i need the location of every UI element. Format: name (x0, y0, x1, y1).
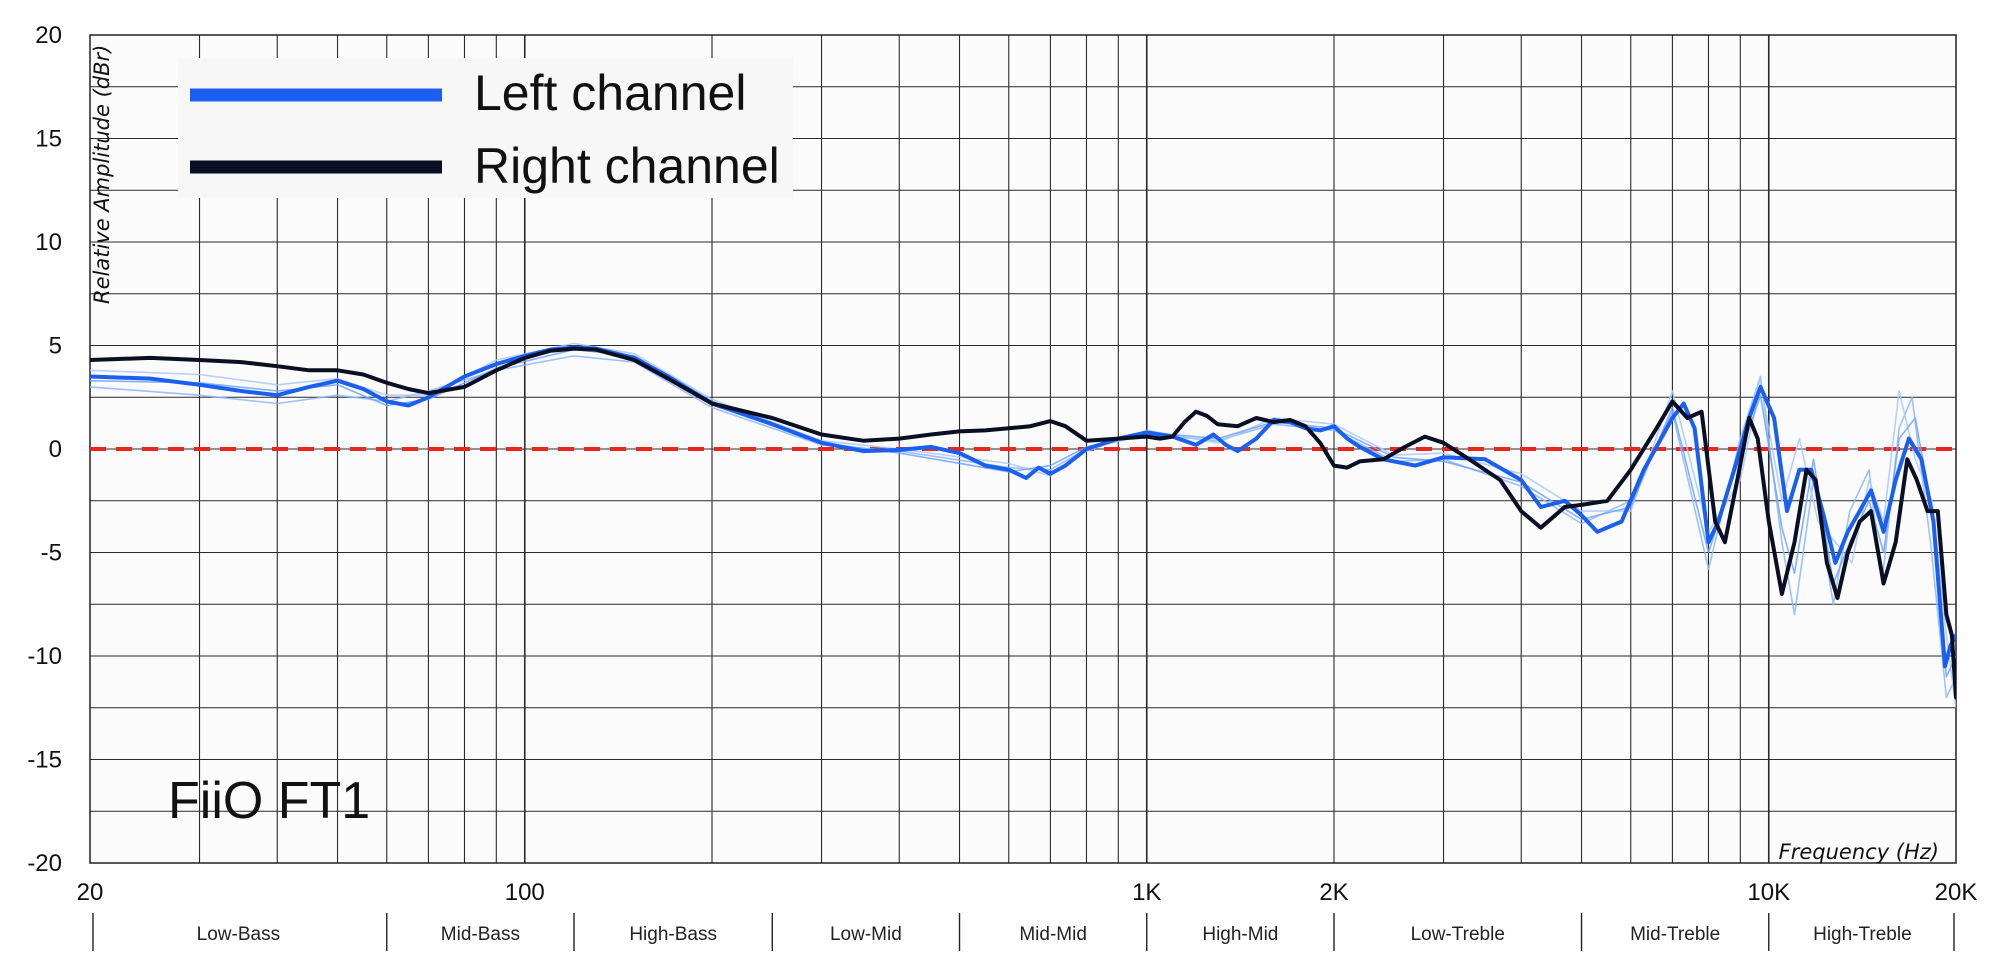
y-tick-label: 0 (49, 436, 62, 463)
y-tick-label: 20 (35, 22, 62, 49)
band-label: High-Treble (1813, 924, 1912, 945)
y-tick-label: 10 (35, 229, 62, 256)
series-traces (90, 342, 1956, 708)
x-tick-label: 1K (1132, 879, 1161, 906)
band-label: High-Bass (629, 924, 717, 945)
x-tick-label: 10K (1747, 879, 1790, 906)
y-tick-label: 5 (49, 333, 62, 360)
y-tick-labels: 20 15 10 5 0 -5 -10 -15 -20 (27, 22, 62, 877)
band-label: Low-Mid (830, 924, 902, 945)
legend-background (178, 58, 793, 198)
faint-measurement-trace (90, 355, 1956, 699)
x-tick-label: 20K (1935, 879, 1978, 906)
band-label: Mid-Bass (441, 924, 520, 945)
band-label: Mid-Treble (1630, 924, 1720, 945)
band-label: High-Mid (1202, 924, 1278, 945)
series-line-right-channel (90, 346, 1956, 700)
x-tick-label: 2K (1319, 879, 1348, 906)
y-tick-label: 15 (35, 126, 62, 153)
band-label: Low-Treble (1411, 924, 1505, 945)
legend-label-right: Right channel (474, 138, 780, 194)
y-tick-label: -5 (41, 540, 62, 567)
legend-label-left: Left channel (474, 65, 746, 121)
x-tick-labels: 20 100 1K 2K 10K 20K (77, 879, 1978, 906)
legend: Left channel Right channel (178, 58, 793, 198)
band-label: Low-Bass (197, 924, 280, 945)
y-tick-label: -15 (27, 747, 62, 774)
y-tick-label: -20 (27, 850, 62, 877)
y-tick-label: -10 (27, 643, 62, 670)
x-tick-label: 100 (505, 879, 545, 906)
x-axis-label: Frequency (Hz) (1779, 840, 1939, 864)
y-axis-label: Relative Amplitude (dBr) (90, 45, 114, 304)
band-label: Mid-Mid (1019, 924, 1087, 945)
x-tick-label: 20 (77, 879, 104, 906)
frequency-bands: Low-Bass Mid-Bass High-Bass Low-Mid Mid-Mid H… (92, 913, 1955, 951)
chart-title: FiiO FT1 (168, 772, 370, 830)
